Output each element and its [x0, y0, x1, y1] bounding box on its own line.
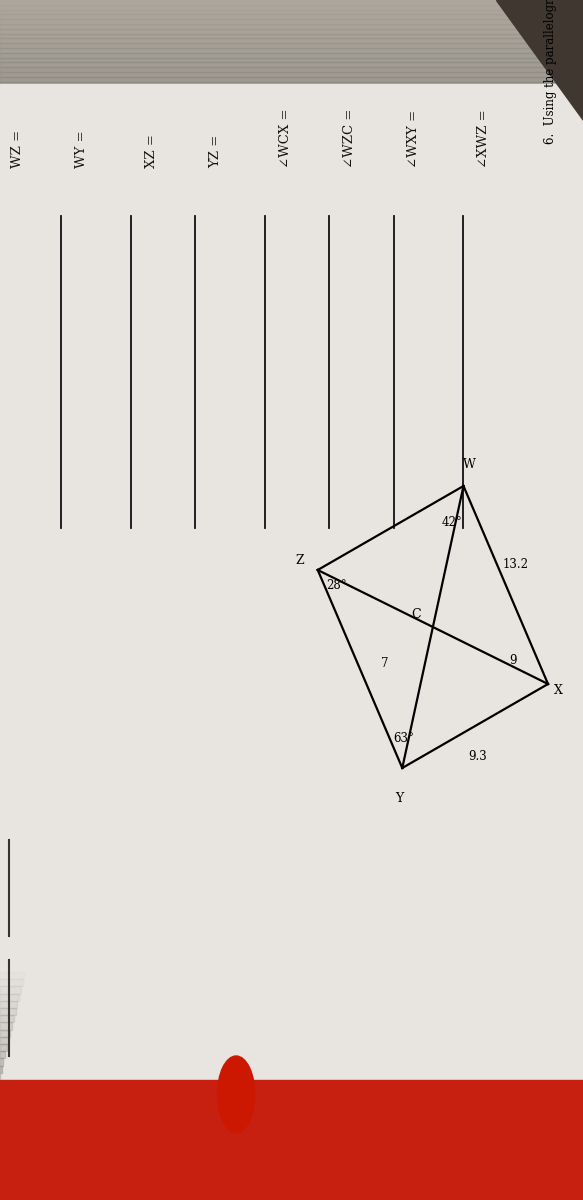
Text: 7: 7 — [381, 658, 388, 670]
Bar — [0, 1044, 7, 1051]
Text: 6.  Using the parallelogram below, find the indicated side lengths and angle mea: 6. Using the parallelogram below, find t… — [544, 0, 557, 144]
Text: 42°: 42° — [441, 516, 462, 528]
Text: Y: Y — [395, 792, 403, 804]
Circle shape — [217, 1056, 255, 1133]
Bar — [0, 14, 583, 19]
Text: WY =: WY = — [75, 131, 88, 168]
Bar — [0, 58, 583, 62]
Text: XZ =: XZ = — [145, 134, 158, 168]
Polygon shape — [496, 0, 583, 120]
Bar — [0, 1001, 17, 1008]
Bar — [0, 0, 583, 84]
Bar — [0, 5, 583, 10]
Bar — [0, 0, 583, 5]
Text: ∠XWZ =: ∠XWZ = — [477, 109, 490, 168]
Bar — [0, 10, 583, 14]
Bar — [0, 1022, 12, 1030]
Bar — [0, 62, 583, 67]
Bar — [0, 34, 583, 38]
Bar — [0, 77, 583, 82]
Bar — [0, 1080, 583, 1200]
Bar — [0, 1015, 14, 1022]
Bar — [0, 72, 583, 77]
Text: C: C — [412, 608, 422, 622]
Text: ∠WCX =: ∠WCX = — [279, 108, 292, 168]
Bar — [0, 24, 583, 29]
Text: W: W — [463, 458, 476, 470]
Bar — [0, 986, 21, 994]
Bar — [0, 1058, 3, 1066]
Text: 28°: 28° — [326, 580, 347, 592]
Bar — [0, 1037, 9, 1044]
Text: YZ =: YZ = — [209, 134, 222, 168]
Text: 13.2: 13.2 — [503, 558, 529, 570]
Bar — [0, 67, 583, 72]
Text: 9.3: 9.3 — [469, 750, 487, 762]
Bar — [0, 82, 583, 86]
Text: X: X — [554, 684, 563, 696]
Bar — [0, 979, 23, 986]
Text: 9: 9 — [510, 654, 517, 666]
Text: Z: Z — [296, 554, 304, 566]
Bar — [0, 86, 583, 91]
Text: 63°: 63° — [394, 732, 415, 744]
Bar — [0, 48, 583, 53]
Bar — [0, 91, 583, 96]
Bar — [0, 1066, 2, 1073]
Bar — [0, 43, 583, 48]
Bar — [0, 1008, 16, 1015]
Bar — [0, 53, 583, 58]
Text: ∠WZC =: ∠WZC = — [343, 109, 356, 168]
Bar — [0, 84, 583, 1080]
Text: WZ =: WZ = — [11, 130, 24, 168]
Bar — [0, 972, 24, 979]
Bar — [0, 994, 19, 1001]
Bar — [0, 38, 583, 43]
Bar — [0, 1030, 10, 1037]
Bar — [0, 1051, 5, 1058]
Text: ∠WXY =: ∠WXY = — [408, 110, 420, 168]
Bar — [0, 29, 583, 34]
Bar — [0, 19, 583, 24]
